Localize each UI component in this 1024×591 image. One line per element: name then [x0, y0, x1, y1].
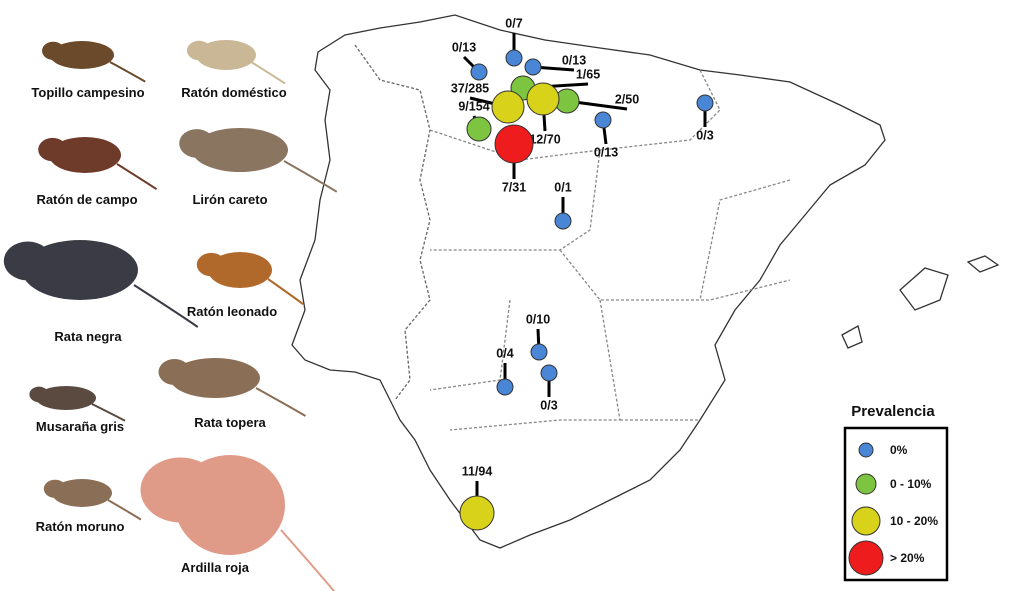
animal-tail: [280, 529, 336, 591]
site-label: 0/13: [562, 53, 586, 67]
site-label: 11/94: [462, 464, 493, 478]
site-marker: [470, 63, 488, 81]
iberia-map: [291, 14, 1000, 549]
legend-label: 0 - 10%: [890, 477, 932, 491]
site-label: 1/65: [576, 67, 600, 81]
site-label: 0/3: [696, 128, 713, 142]
site-label: 0/13: [594, 145, 618, 159]
animal-head: [158, 359, 191, 385]
animal-tail: [251, 61, 286, 85]
site-marker: [696, 94, 714, 112]
animal-name: Ratón leonado: [187, 304, 277, 319]
animal-body: [50, 41, 114, 69]
animal-head: [187, 40, 211, 61]
animal-tail: [255, 387, 307, 417]
sites: 0/70/130/131/6537/2852/5012/709/1547/310…: [451, 16, 714, 531]
legend: 0% 0 - 10% 10 - 20% > 20%: [848, 442, 938, 576]
animal-head: [42, 41, 65, 60]
site-label: 0/10: [526, 312, 550, 326]
site-marker: [524, 58, 542, 76]
animal-name: Ardilla roja: [181, 560, 250, 575]
animal-tail: [107, 499, 142, 521]
site-label: 0/3: [540, 398, 557, 412]
legend-swatch: [858, 442, 874, 458]
site-marker: [466, 116, 492, 142]
animal-tail: [116, 163, 158, 191]
site-label: 37/285: [451, 81, 489, 95]
site-marker: [494, 124, 534, 164]
site-label: 9/154: [458, 99, 489, 113]
animal-head: [43, 479, 67, 498]
legend-label: > 20%: [890, 551, 925, 565]
animal-head: [196, 252, 226, 277]
ibiza: [841, 325, 863, 349]
animal-body: [192, 128, 288, 172]
animal-tail: [283, 160, 338, 193]
animal-body: [196, 40, 256, 70]
site-marker: [491, 90, 525, 124]
region-borders: [429, 69, 791, 431]
legend-box: [843, 426, 949, 582]
animal-body: [36, 386, 96, 410]
site-marker: [496, 378, 514, 396]
site-label: 0/4: [496, 346, 513, 360]
legend-swatch: [855, 473, 877, 495]
animal-tail: [91, 403, 126, 422]
legend-swatch: [851, 506, 881, 536]
mallorca: [899, 267, 949, 311]
legend-swatch: [848, 540, 884, 576]
animal-name: Topillo campesino: [31, 85, 144, 100]
site-label: 7/31: [502, 180, 526, 194]
animal-name: Ratón de campo: [36, 192, 137, 207]
menorca: [966, 255, 1000, 273]
animal-tail: [267, 278, 304, 306]
site-label: 12/70: [529, 132, 560, 146]
site-marker: [526, 82, 560, 116]
site-label: 0/7: [505, 16, 522, 30]
animal-tail: [133, 284, 199, 328]
animal-head: [3, 241, 52, 281]
animal-name: Lirón careto: [192, 192, 267, 207]
animal-body: [170, 358, 260, 398]
site-marker: [594, 111, 612, 129]
animal-name: Rata topera: [194, 415, 266, 430]
animal-head: [38, 137, 67, 162]
animal-head: [29, 386, 49, 403]
animal-name: Rata negra: [54, 329, 122, 344]
site-label: 0/13: [452, 40, 476, 54]
site-marker: [540, 364, 558, 382]
animal-head: [140, 457, 221, 523]
site-marker: [459, 495, 495, 531]
animal-body: [52, 479, 112, 507]
animal-body: [49, 137, 121, 173]
legend-label: 0%: [890, 443, 908, 457]
site-marker: [554, 212, 572, 230]
animal-tail: [109, 61, 146, 83]
animal-head: [179, 129, 215, 158]
site-label: 2/50: [615, 92, 639, 106]
animal-panel: Topillo campesino Ratón doméstico Ratón de…: [3, 40, 338, 591]
coastline: [291, 14, 886, 549]
animal-name: Ratón moruno: [36, 519, 125, 534]
site-marker: [530, 343, 548, 361]
animal-name: Ratón doméstico: [181, 85, 287, 100]
animal-name: Musaraña gris: [36, 419, 124, 434]
site-marker: [505, 49, 523, 67]
legend-title: Prevalencia: [851, 403, 935, 420]
portugal-border: [354, 44, 431, 401]
site-label: 0/1: [554, 180, 571, 194]
legend-label: 10 - 20%: [890, 514, 938, 528]
animal-body: [22, 240, 138, 300]
